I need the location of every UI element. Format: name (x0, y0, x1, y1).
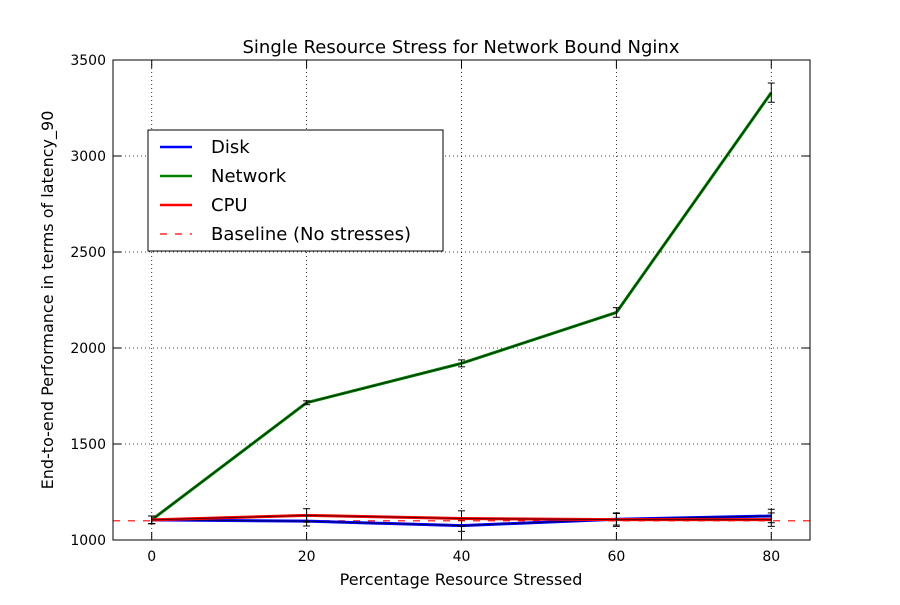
legend-box (147, 129, 444, 252)
x-tick-label: 20 (298, 549, 316, 565)
x-tick-label: 60 (607, 549, 625, 565)
y-tick-label: 3000 (70, 149, 106, 165)
y-tick-label: 1000 (70, 533, 106, 549)
y-tick-label: 2000 (70, 341, 106, 357)
chart-title: Single Resource Stress for Network Bound… (243, 37, 680, 58)
x-axis-label: Percentage Resource Stressed (340, 570, 583, 589)
y-tick-label: 3500 (70, 53, 106, 69)
y-tick-label: 1500 (70, 437, 106, 453)
legend-label-disk: Disk (211, 137, 250, 158)
legend-label-network: Network (211, 166, 287, 187)
x-tick-label: 40 (453, 549, 471, 565)
x-tick-label: 80 (762, 549, 780, 565)
y-axis-label: End-to-end Performance in terms of laten… (38, 111, 58, 490)
legend-label-baseline: Baseline (No stresses) (211, 224, 411, 245)
legend-label-cpu: CPU (211, 195, 248, 216)
x-tick-label: 0 (147, 549, 156, 565)
series-layer (148, 82, 775, 532)
ticks-layer: 0 20 40 60 80 1000 1500 2000 2500 3000 3500 (70, 53, 810, 565)
legend: Disk Network CPU Baseline (No stresses) (147, 129, 444, 252)
y-tick-label: 2500 (70, 245, 106, 261)
